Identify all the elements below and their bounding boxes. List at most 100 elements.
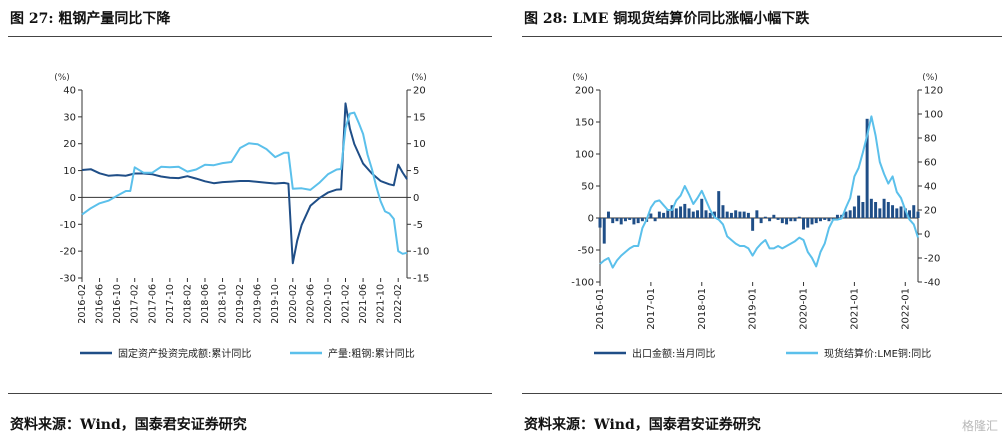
right-tick-label: 0 bbox=[413, 193, 419, 204]
x-tick-label: 2018-02 bbox=[182, 284, 193, 324]
x-tick-label: 2020-10 bbox=[323, 284, 334, 324]
bar-mark bbox=[891, 205, 895, 218]
bar-mark bbox=[878, 208, 882, 218]
bar-mark bbox=[903, 208, 907, 218]
bar-mark bbox=[649, 213, 653, 218]
bar-mark bbox=[734, 210, 738, 218]
chart-28-svg: (%) (%)200150100500-50-100120100806040200… bbox=[571, 73, 943, 360]
x-tick-label: 2022-01 bbox=[900, 288, 911, 330]
right-tick-label: -20 bbox=[924, 254, 940, 265]
legend-label-2: 产量:粗钢:累计同比 bbox=[328, 347, 415, 360]
bar-mark bbox=[818, 218, 822, 222]
left-tick-label: -10 bbox=[60, 220, 76, 231]
source-rule bbox=[8, 393, 492, 394]
bar-mark bbox=[768, 218, 772, 222]
right-tick-label: 40 bbox=[924, 182, 937, 193]
left-tick-label: -20 bbox=[60, 247, 76, 258]
bar-mark bbox=[772, 214, 776, 218]
source-note: 资料来源：Wind，国泰君安证券研究 bbox=[524, 417, 761, 433]
x-tick-label: 2020-02 bbox=[288, 284, 299, 324]
bar-mark bbox=[802, 218, 806, 230]
bar-mark bbox=[780, 218, 784, 224]
x-tick-label: 2021-02 bbox=[341, 284, 352, 324]
bar-mark bbox=[785, 218, 789, 225]
bar-mark bbox=[666, 210, 670, 218]
bar-mark bbox=[861, 202, 865, 218]
bar-mark bbox=[912, 205, 916, 218]
bar-mark bbox=[755, 210, 759, 218]
left-tick-label: 100 bbox=[575, 150, 594, 161]
bar-mark bbox=[869, 198, 873, 218]
bar-mark bbox=[691, 211, 695, 218]
right-tick-label: 5 bbox=[413, 166, 419, 177]
left-tick-label: -100 bbox=[571, 278, 594, 289]
bar-mark bbox=[687, 208, 691, 218]
chart-27-svg: (%) (%) 40 30 20 10 0 -10 -20 -30 20 15 10 5 0 -5 -10 -15… bbox=[54, 73, 429, 360]
bar-mark bbox=[615, 218, 619, 222]
bar-mark bbox=[857, 195, 861, 218]
left-tick-label: 40 bbox=[63, 86, 76, 97]
bar-mark bbox=[725, 211, 729, 218]
x-tick-label: 2021-01 bbox=[849, 288, 860, 330]
bar-mark bbox=[721, 205, 725, 218]
bar-mark bbox=[789, 218, 793, 222]
right-tick-label: 0 bbox=[924, 230, 930, 241]
bar-mark bbox=[611, 218, 615, 224]
series-line-2 bbox=[599, 115, 919, 269]
bar-mark bbox=[835, 214, 839, 218]
bar-mark bbox=[717, 191, 721, 218]
right-tick-label: 10 bbox=[413, 139, 426, 150]
source-note: 资料来源：Wind，国泰君安证券研究 bbox=[10, 417, 247, 433]
left-tick-label: 10 bbox=[63, 166, 76, 177]
figure-title: 图 27: 粗钢产量同比下降 bbox=[10, 11, 171, 27]
x-tick-label: 2020-01 bbox=[799, 288, 810, 330]
left-tick-label: 50 bbox=[581, 182, 594, 193]
bar-mark bbox=[640, 218, 644, 222]
right-tick-label: 20 bbox=[924, 206, 937, 217]
x-tick-label: 2016-02 bbox=[77, 284, 88, 324]
left-tick-label: 20 bbox=[63, 139, 76, 150]
bar-mark bbox=[606, 211, 610, 218]
x-tick-label: 2019-06 bbox=[253, 284, 264, 324]
bar-mark bbox=[602, 218, 606, 244]
watermark-logo: 格隆汇 bbox=[961, 419, 998, 433]
bar-mark bbox=[827, 218, 831, 222]
x-tick-label: 2021-10 bbox=[376, 284, 387, 324]
left-tick-label: -30 bbox=[60, 274, 76, 285]
x-tick-label: 2016-06 bbox=[95, 284, 106, 324]
legend-label-1: 出口金额:当月同比 bbox=[632, 347, 715, 360]
bar-mark bbox=[814, 218, 818, 224]
left-tick-label: 0 bbox=[70, 193, 76, 204]
right-tick-label: -15 bbox=[413, 274, 429, 285]
figure-28-panel: 图 28: LME 铜现货结算价同比涨幅小幅下跌 (%) (%) 200 150 100… bbox=[514, 0, 1006, 440]
bar-mark bbox=[746, 212, 750, 218]
bar-mark bbox=[623, 218, 627, 222]
legend-label-1: 固定资产投资完成额:累计同比 bbox=[118, 347, 251, 360]
bar-mark bbox=[763, 216, 767, 218]
left-tick-label: 150 bbox=[575, 118, 594, 129]
x-tick-label: 2019-01 bbox=[748, 288, 759, 330]
bar-mark bbox=[806, 218, 810, 228]
bar-mark bbox=[852, 206, 856, 218]
bar-mark bbox=[865, 118, 869, 218]
bar-mark bbox=[628, 218, 632, 220]
x-tick-label: 2021-06 bbox=[358, 284, 369, 324]
right-axis-unit: (%) bbox=[922, 73, 938, 83]
bar-mark bbox=[848, 210, 852, 218]
bar-mark bbox=[653, 218, 657, 222]
x-tick-label: 2017-06 bbox=[147, 284, 158, 324]
bar-mark bbox=[708, 212, 712, 218]
bar-mark bbox=[810, 218, 814, 225]
right-tick-label: 20 bbox=[413, 86, 426, 97]
bar-mark bbox=[657, 211, 661, 218]
right-tick-label: -10 bbox=[413, 247, 429, 258]
bar-mark bbox=[882, 198, 886, 218]
bar-mark bbox=[908, 210, 912, 218]
bar-mark bbox=[776, 218, 780, 220]
left-axis-unit: (%) bbox=[54, 73, 70, 83]
source-rule bbox=[522, 393, 1002, 394]
bar-mark bbox=[895, 208, 899, 218]
bar-mark bbox=[662, 212, 666, 218]
x-tick-label: 2017-02 bbox=[130, 284, 141, 324]
bar-mark bbox=[700, 198, 704, 218]
